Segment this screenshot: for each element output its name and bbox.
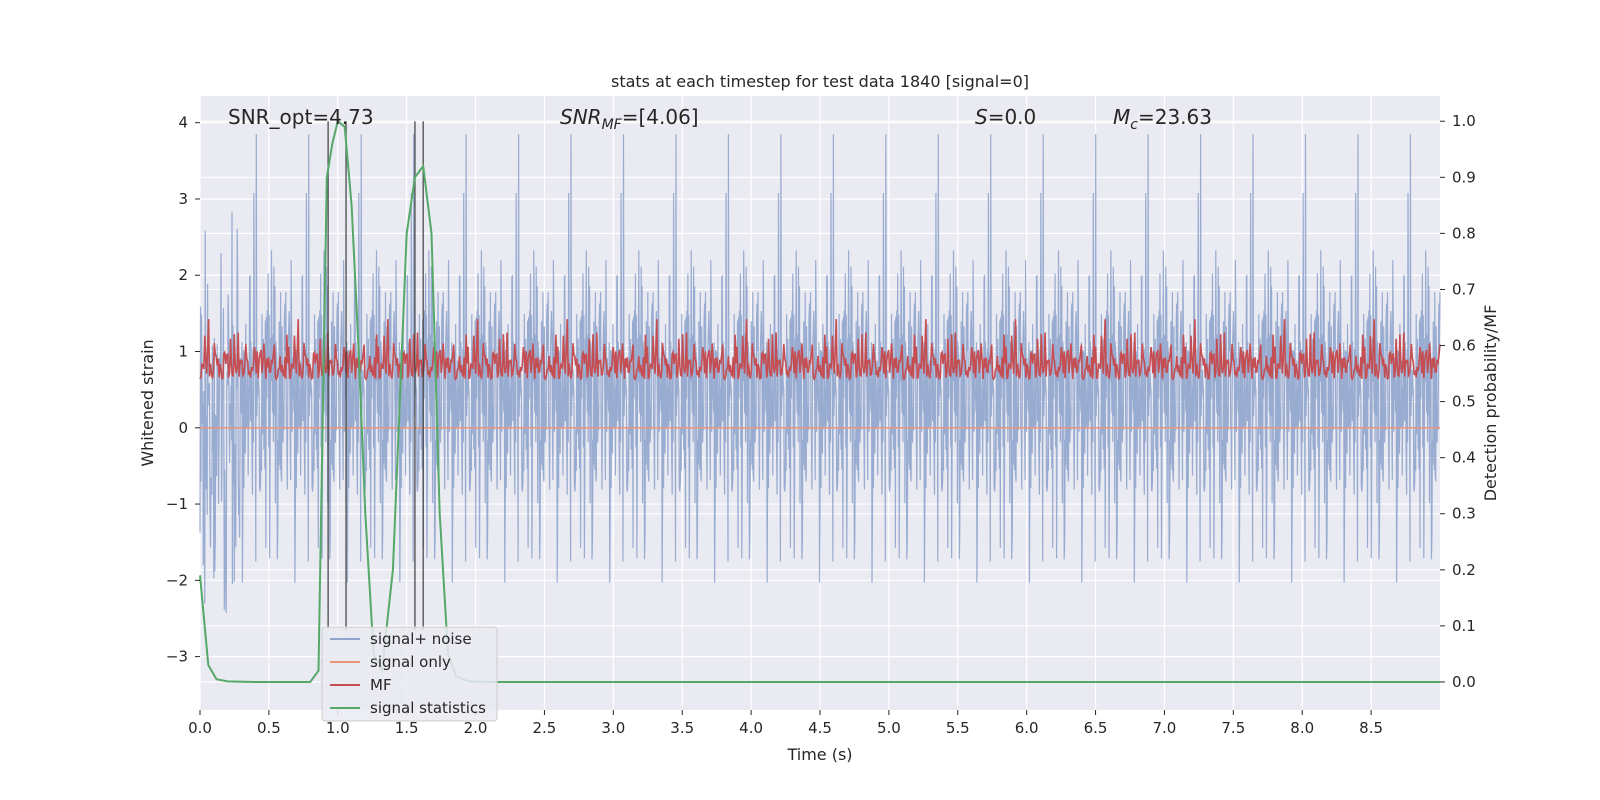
y-right-tick-label: 0.1 xyxy=(1452,617,1476,635)
y-tick-label: 1 xyxy=(178,343,188,361)
y-right-tick-label: 0.6 xyxy=(1452,337,1476,355)
y-axis-label-right: Detection probability/MF xyxy=(1481,305,1500,502)
x-tick-label: 2.0 xyxy=(464,719,488,737)
y-axis-label: Whitened strain xyxy=(138,339,157,466)
x-tick-label: 8.0 xyxy=(1290,719,1314,737)
y-right-tick-label: 0.4 xyxy=(1452,449,1476,467)
legend-label-mf: MF xyxy=(370,676,392,694)
y-right-tick-label: 0.7 xyxy=(1452,280,1476,298)
legend-label-signal-only: signal only xyxy=(370,653,451,671)
y-tick-label: −2 xyxy=(166,571,188,589)
y-right-tick-label: 0.3 xyxy=(1452,505,1476,523)
legend-label-signal-noise: signal+ noise xyxy=(370,630,472,648)
x-tick-label: 4.0 xyxy=(739,719,763,737)
x-tick-label: 5.0 xyxy=(877,719,901,737)
annotation-s: S=0.0 xyxy=(975,105,1036,129)
y-right-tick-label: 1.0 xyxy=(1452,112,1476,130)
x-tick-label: 8.5 xyxy=(1359,719,1383,737)
y-tick-label: −3 xyxy=(166,648,188,666)
y-right-tick-label: 0.5 xyxy=(1452,393,1476,411)
series-mf xyxy=(199,319,1441,381)
x-tick-label: 7.5 xyxy=(1221,719,1245,737)
legend-box xyxy=(321,626,498,722)
annotation-snr-mf: SNRMF=[4.06] xyxy=(560,105,699,133)
x-tick-label: 7.0 xyxy=(1153,719,1177,737)
y-tick-label: 3 xyxy=(178,190,188,208)
x-tick-label: 5.5 xyxy=(946,719,970,737)
x-tick-label: 0.0 xyxy=(188,719,212,737)
legend-label-signal-statistics: signal statistics xyxy=(370,699,486,717)
y-right-tick-label: 0.9 xyxy=(1452,168,1476,186)
y-tick-label: −1 xyxy=(166,495,188,513)
y-right-tick-label: 0.8 xyxy=(1452,224,1476,242)
x-tick-label: 3.5 xyxy=(670,719,694,737)
annotation-mc: Mc=23.63 xyxy=(1113,105,1212,133)
x-tick-label: 6.0 xyxy=(1015,719,1039,737)
y-tick-label: 4 xyxy=(178,114,188,132)
x-tick-label: 1.0 xyxy=(326,719,350,737)
y-tick-label: 0 xyxy=(178,419,188,437)
x-tick-label: 2.5 xyxy=(533,719,557,737)
x-tick-label: 4.5 xyxy=(808,719,832,737)
x-tick-label: 0.5 xyxy=(257,719,281,737)
series-signal-noise xyxy=(199,134,1441,614)
annotation-snr-opt: SNR_opt=4.73 xyxy=(228,105,374,129)
y-right-tick-label: 0.0 xyxy=(1452,673,1476,691)
x-tick-label: 1.5 xyxy=(395,719,419,737)
ticks: 0.0 0.5 1.0 1.5 2.0 2.5 3.0 3.5 4.0 4.5 5.0 5.5 6.0 6… xyxy=(166,112,1476,737)
x-tick-label: 6.5 xyxy=(1084,719,1108,737)
legend: signal+ noise signal only MF signal stat… xyxy=(321,626,498,722)
x-tick-label: 3.0 xyxy=(601,719,625,737)
y-tick-label: 2 xyxy=(178,266,188,284)
y-right-tick-label: 0.2 xyxy=(1452,561,1476,579)
x-axis-label: Time (s) xyxy=(786,745,852,764)
chart-title: stats at each timestep for test data 184… xyxy=(611,72,1029,91)
